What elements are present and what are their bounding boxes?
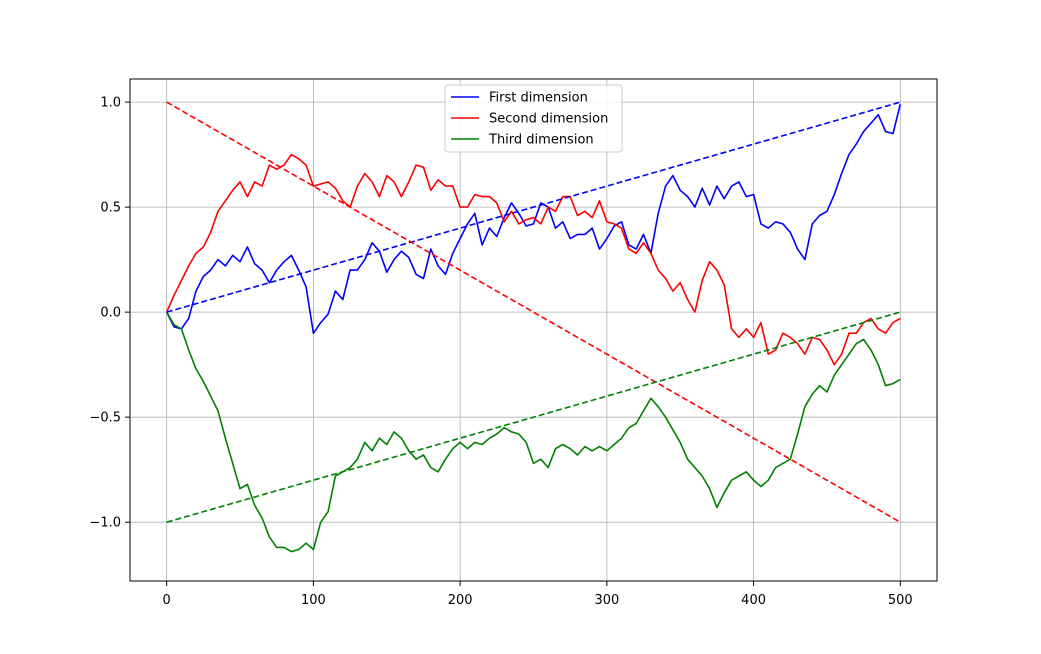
legend-label-third-dimension: Third dimension [488,133,594,148]
y-axis: 1.0 0.5 0.0 −0.5 −1.0 [89,96,130,531]
series-third-dimension-line [166,311,901,553]
x-tick-label-3: 300 [594,593,619,608]
legend-label-second-dimension: Second dimension [489,112,608,127]
legend-label-first-dimension: First dimension [489,91,588,106]
series-lines [165,101,902,553]
reference-line-3-line [166,101,901,313]
y-tick-label-2: 0.0 [100,306,121,321]
reference-line-4-line [166,101,901,523]
y-tick-label-3: −0.5 [89,411,121,426]
plot-frame [129,78,938,582]
x-tick-label-0: 0 [163,593,171,608]
legend-box [444,84,623,153]
series-second-dimension-line [165,153,901,366]
plot-area [130,79,937,581]
legend: First dimension Second dimension Third dim… [444,84,623,153]
reference-line-5-line [166,311,901,523]
y-tick-label-1: 0.5 [100,201,121,216]
y-tick-label-4: −1.0 [89,516,121,531]
x-tick-label-1: 100 [301,593,326,608]
x-tick-label-4: 400 [741,593,766,608]
y-tick-label-0: 1.0 [100,96,121,111]
x-axis: 0 100 200 300 400 500 [163,581,913,608]
x-tick-label-5: 500 [888,593,913,608]
x-tick-label-2: 200 [448,593,473,608]
series-first-dimension-line [165,104,902,335]
